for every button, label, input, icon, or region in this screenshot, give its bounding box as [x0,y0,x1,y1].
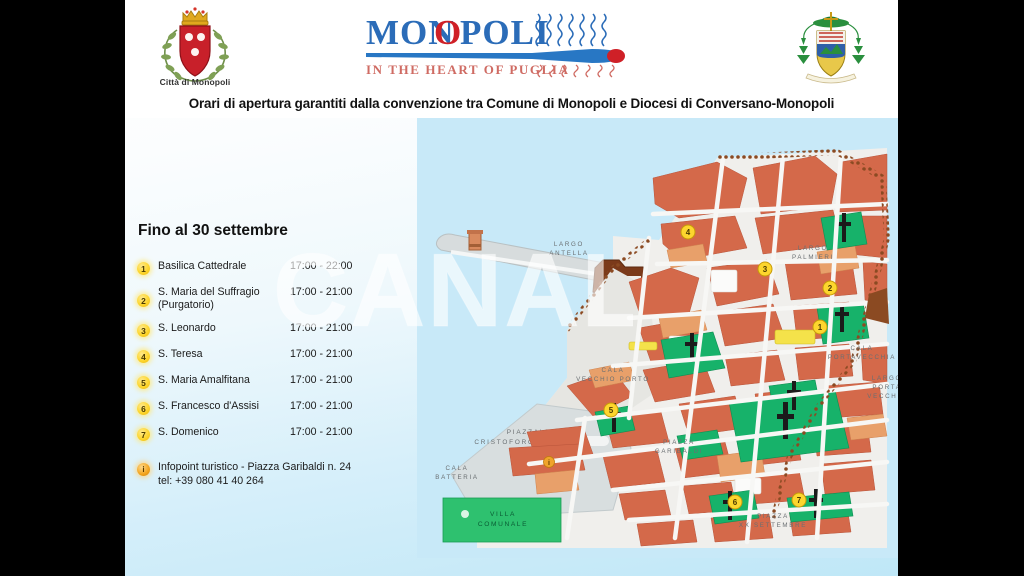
svg-text:GARIBALDI: GARIBALDI [655,448,703,455]
infopoint-block: i Infopoint turistico - Piazza Garibaldi… [137,461,377,488]
svg-text:LARGO: LARGO [872,375,898,382]
svg-text:PIAZZA: PIAZZA [757,513,789,520]
legend-badge-4: 4 [137,350,150,363]
legend-row-5: 5 S. Maria Amalfitana 17:00 - 21:00 [137,374,377,389]
svg-text:2: 2 [828,284,833,293]
map-marker-1: 1 [812,319,828,335]
legend-name-3: S. Leonardo [158,322,216,334]
svg-text:PIAZZA: PIAZZA [663,439,695,446]
map-label-group: LARGO ANTELLA LARGO PALMIERI CALA VECCHI… [435,241,898,529]
legend-hours-5: 17:00 - 21:00 [290,374,353,386]
legend-row-4: 4 S. Teresa 17:00 - 21:00 [137,348,377,363]
legend-name-1: Basilica Cattedrale [158,260,247,272]
map-label: CRISTOFORO COLOMBO [474,439,583,446]
crown-icon [181,7,209,26]
legend-badge-6: 6 [137,402,150,415]
svg-text:IN THE HEART OF PUGLIA: IN THE HEART OF PUGLIA [366,62,570,77]
legend-hours-6: 17:00 - 21:00 [290,400,353,412]
svg-text:MON: MON [366,13,455,52]
svg-text:O: O [434,13,462,52]
legend-hours-4: 17:00 - 21:00 [290,348,353,360]
legend-badge-3: 3 [137,324,150,337]
legend-badge-2: 2 [137,294,150,307]
legend-row-2: 2 S. Maria del Suffragio (Purgatorio) 17… [137,286,377,311]
svg-text:CALA: CALA [446,465,469,472]
svg-text:VECCHIA: VECCHIA [867,393,898,400]
map-marker-3: 3 [757,261,773,277]
legend-row-1: 1 Basilica Cattedrale 17:00 - 22:00 [137,260,377,275]
legend-name-7: S. Domenico [158,426,219,438]
svg-text:6: 6 [733,498,738,507]
legend-row-7: 7 S. Domenico 17:00 - 21:00 [137,426,377,441]
legend-name-6: S. Francesco d'Assisi [158,400,259,412]
infopoint-address: Infopoint turistico - Piazza Garibaldi n… [158,461,352,473]
diocese-coat-of-arms-icon [788,4,874,88]
svg-text:ANTELLA: ANTELLA [549,250,588,257]
legend-hours-1: 17:00 - 22:00 [290,260,353,272]
map-marker-7: 7 [791,492,807,508]
svg-text:LARGO: LARGO [554,241,584,248]
legend-name-4: S. Teresa [158,348,203,360]
legend-hours-3: 17:00 - 21:00 [290,322,353,334]
city-coat-of-arms-icon: Città di Monopoli [147,4,243,87]
legend-badge-5: 5 [137,376,150,389]
legend-badge-7: 7 [137,428,150,441]
map-marker-group: 1 2 3 4 [543,224,838,510]
monopoli-tourism-logo-icon: MON O POLI IN [362,8,662,78]
svg-text:PORTAVECCHIA: PORTAVECCHIA [828,354,896,361]
svg-text:BATTERIA: BATTERIA [435,474,478,481]
legend-name-2: S. Maria del Suffragio (Purgatorio) [158,286,260,311]
map-label: COMUNALE [478,521,528,528]
monopoli-old-town-map[interactable]: PIAZZALE CRISTOFORO COLOMBO [417,118,898,558]
svg-text:LARGO: LARGO [798,245,828,252]
svg-text:1: 1 [818,323,823,332]
svg-text:5: 5 [609,406,614,415]
svg-text:VECCHIO PORTO: VECCHIO PORTO [576,376,650,383]
svg-text:i: i [548,460,550,467]
opening-hours-legend: Fino al 30 settembre 1 Basilica Cattedra… [137,222,377,488]
svg-text:3: 3 [763,265,768,274]
map-marker-infopoint: i [543,456,555,468]
infopoint-phone: tel: +39 080 41 40 264 [158,474,264,487]
legend-row-6: 6 S. Francesco d'Assisi 17:00 - 21:00 [137,400,377,415]
poster-canvas: Città di Monopoli MON O POLI [125,0,898,576]
infopoint-text: Infopoint turistico - Piazza Garibaldi n… [158,461,351,488]
svg-text:7: 7 [797,496,802,505]
infopoint-icon: i [137,463,150,476]
legend-heading: Fino al 30 settembre [138,222,288,239]
city-crest-caption: Città di Monopoli [159,77,231,87]
svg-text:XX SETTEMBRE: XX SETTEMBRE [739,522,807,529]
legend-badge-1: 1 [137,262,150,275]
map-marker-2: 2 [822,280,838,296]
map-marker-5: 5 [603,402,619,418]
poster-header: Città di Monopoli MON O POLI [125,0,898,88]
legend-row-3: 3 S. Leonardo 17:00 - 21:00 [137,322,377,337]
page-title: Orari di apertura garantiti dalla conven… [188,95,835,111]
legend-hours-2: 17:00 - 21:00 [290,286,353,298]
svg-text:PORTA: PORTA [872,384,898,391]
poster-body: PIAZZALE CRISTOFORO COLOMBO [125,118,898,576]
map-marker-4: 4 [680,224,696,240]
svg-text:POLI: POLI [460,13,550,52]
svg-text:CALA: CALA [851,345,874,352]
svg-text:4: 4 [686,228,691,237]
title-band: Orari di apertura garantiti dalla conven… [125,88,898,118]
lighthouse-icon [467,230,483,251]
svg-text:CALA: CALA [602,367,625,374]
map-label: VILLA [490,511,516,518]
map-marker-6: 6 [727,494,743,510]
legend-name-5: S. Maria Amalfitana [158,374,250,386]
svg-text:PALMIERI: PALMIERI [792,254,834,261]
legend-hours-7: 17:00 - 21:00 [290,426,353,438]
